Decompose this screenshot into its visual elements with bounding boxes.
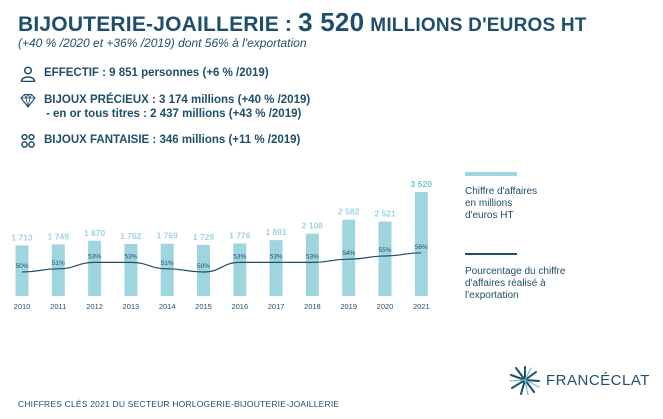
page-title: BIJOUTERIE-JOAILLERIE : 3 520 MILLIONS D…: [18, 7, 587, 38]
bar-2014: [160, 243, 174, 296]
line-value-label-2015: 50%: [197, 263, 210, 270]
x-tick-label-2019: 2019: [340, 302, 357, 311]
legend-bars-swatch: [465, 172, 517, 176]
person-icon: [20, 66, 36, 82]
bar-value-label-2014: 1 769: [157, 231, 179, 241]
x-tick-label-2014: 2014: [159, 302, 176, 311]
line-value-label-2010: 50%: [15, 263, 28, 270]
bar-value-label-2011: 1 749: [48, 231, 70, 241]
x-tick-label-2011: 2011: [50, 302, 66, 311]
bar-2018: [305, 233, 319, 296]
stat-precieux: BIJOUX PRÉCIEUX : 3 174 millions (+40 % …: [18, 93, 310, 121]
stat-fantaisie-text: BIJOUX FANTAISIE : 346 millions (+11 % /…: [44, 134, 301, 146]
line-value-label-2019: 54%: [342, 250, 355, 257]
diamond-icon: [20, 93, 36, 108]
line-value-label-2011: 51%: [52, 260, 65, 267]
star-burst-logo-icon: [509, 366, 540, 396]
footer-text: CHIFFRES CLÉS 2021 DU SECTEUR HORLOGERIE…: [18, 399, 340, 409]
bar-2017: [269, 240, 283, 296]
bar-2015: [197, 244, 210, 296]
bar-value-label-2021: 3 520: [411, 179, 433, 189]
bar-value-label-2013: 1 762: [120, 231, 142, 241]
line-value-label-2013: 53%: [124, 253, 137, 260]
stat-effectif: EFFECTIF : 9 851 personnes (+6 % /2019): [18, 66, 269, 82]
line-value-label-2012: 53%: [88, 253, 101, 260]
stat-fantaisie: BIJOUX FANTAISIE : 346 millions (+11 % /…: [18, 133, 300, 149]
legend-line: Pourcentage du chiffre d'affaires réalis…: [465, 253, 645, 302]
rings-icon: [21, 133, 35, 148]
bar-2010: [15, 245, 29, 296]
legend-line-swatch: [465, 253, 517, 255]
bar-2013: [124, 243, 138, 296]
bar-2020: [378, 221, 392, 296]
bar-2019: [342, 219, 356, 296]
x-tick-label-2013: 2013: [123, 302, 140, 311]
revenue-chart: 1 713 2010 1 749 2011 1 870 2012 1 762 2013 1 76…: [11, 179, 433, 311]
bar-value-label-2016: 1 776: [229, 231, 251, 241]
line-value-label-2016: 53%: [233, 253, 246, 260]
bar-value-label-2020: 2 521: [374, 209, 396, 219]
bar-2012: [88, 240, 102, 296]
bar-2016: [233, 243, 247, 296]
x-tick-label-2015: 2015: [195, 302, 212, 311]
x-tick-label-2010: 2010: [14, 302, 31, 311]
line-value-label-2014: 51%: [161, 260, 174, 267]
bar-2011: [51, 244, 65, 296]
bar-value-label-2012: 1 870: [84, 228, 106, 238]
line-value-label-2021: 56%: [415, 244, 428, 251]
legend-bars-text: Chiffre d'affaires en millions d'euros H…: [465, 186, 538, 221]
line-value-label-2017: 53%: [270, 253, 283, 260]
page-subtitle: (+40 % /2020 et +36% /2019) dont 56% à l…: [18, 36, 307, 50]
title-prefix: BIJOUTERIE-JOAILLERIE :: [18, 13, 293, 36]
bar-value-label-2015: 1 729: [193, 232, 215, 242]
stat-precieux-line1: BIJOUX PRÉCIEUX : 3 174 millions (+40 % …: [44, 94, 311, 106]
x-tick-label-2021: 2021: [413, 302, 430, 311]
legend-bars: Chiffre d'affaires en millions d'euros H…: [465, 172, 645, 222]
bar-2021: [414, 192, 428, 296]
x-tick-label-2016: 2016: [231, 302, 248, 311]
legend-line-text: Pourcentage du chiffre d'affaires réalis…: [465, 266, 566, 301]
x-tick-label-2012: 2012: [86, 302, 103, 311]
brand-name: FRANCÉCLAT: [546, 371, 650, 389]
x-tick-label-2018: 2018: [304, 302, 321, 311]
bar-value-label-2018: 2 108: [302, 221, 324, 231]
x-tick-label-2020: 2020: [377, 302, 394, 311]
stat-precieux-line2: - en or tous titres : 2 437 millions (+4…: [46, 108, 302, 120]
title-value: 3 520: [298, 7, 365, 37]
stat-effectif-text: EFFECTIF : 9 851 personnes (+6 % /2019): [44, 67, 269, 79]
line-value-label-2020: 55%: [378, 247, 391, 254]
bar-value-label-2019: 2 582: [338, 207, 360, 217]
line-value-label-2018: 53%: [306, 253, 319, 260]
title-suffix: MILLIONS D'EUROS HT: [370, 15, 587, 36]
x-tick-label-2017: 2017: [268, 302, 285, 311]
export-percentage-line: [21, 252, 422, 273]
brand-logo: FRANCÉCLAT: [508, 364, 650, 396]
bar-value-label-2017: 1 891: [265, 227, 287, 237]
bar-value-label-2010: 1 713: [11, 232, 33, 242]
